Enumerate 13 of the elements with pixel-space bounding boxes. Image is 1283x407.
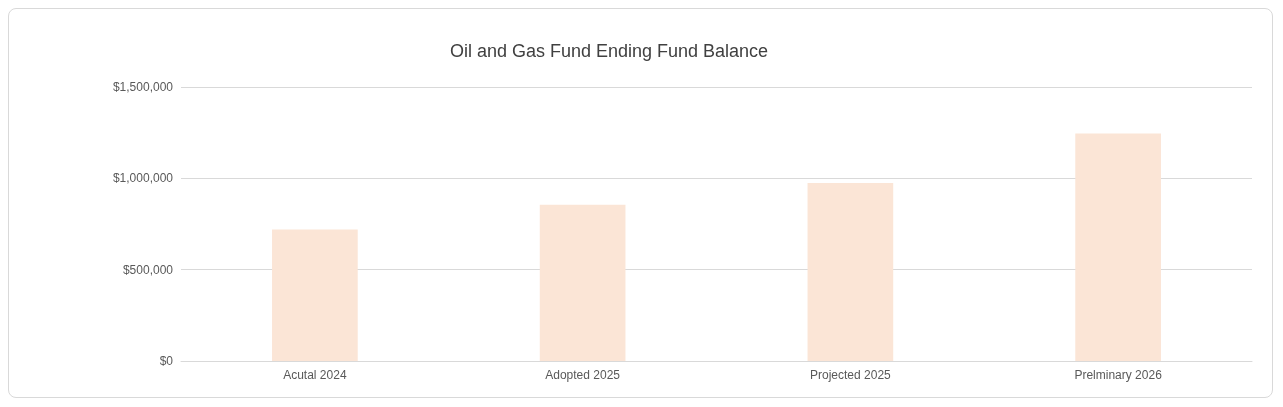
bar <box>807 182 894 361</box>
bar <box>539 204 626 361</box>
x-tick-label: Adopted 2025 <box>545 368 621 382</box>
y-tick-label: $1,000,000 <box>112 171 174 186</box>
x-tick-label: Projected 2025 <box>810 368 892 382</box>
chart-title: Oil and Gas Fund Ending Fund Balance <box>449 41 769 61</box>
bar <box>272 229 358 361</box>
x-tick-label: Prelminary 2026 <box>1074 368 1163 382</box>
bar <box>1075 133 1161 361</box>
x-tick-label: Acutal 2024 <box>283 368 347 382</box>
y-tick-label: $1,500,000 <box>112 80 174 94</box>
y-tick-label: $0 <box>159 354 174 368</box>
y-tick-label: $500,000 <box>122 262 174 277</box>
